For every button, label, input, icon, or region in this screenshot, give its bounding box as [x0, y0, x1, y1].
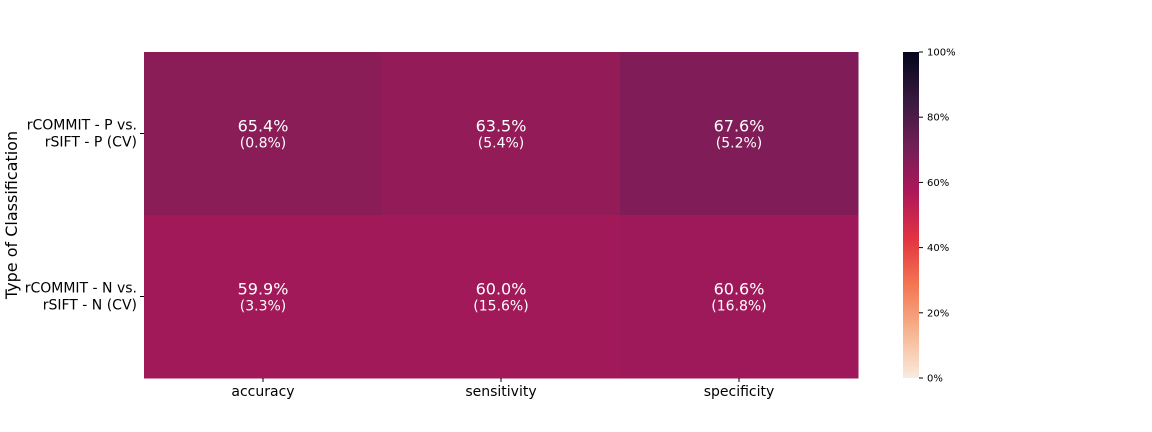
heatmap-cell — [382, 52, 621, 216]
colorbar-tick-label: 60% — [927, 178, 949, 189]
cell-value-label: 60.0% — [476, 280, 527, 299]
colorbar-tick-label: 100% — [927, 48, 956, 59]
cell-value-label: 65.4% — [238, 117, 289, 136]
cell-value-label: 60.6% — [714, 280, 765, 299]
colorbar-tick-label: 40% — [927, 243, 949, 254]
heatmap-cell — [620, 215, 859, 379]
y-axis-title: Type of Classification — [2, 131, 21, 300]
cell-value-label: 59.9% — [238, 280, 289, 299]
heatmap-cell — [144, 52, 383, 216]
x-tick-label: sensitivity — [465, 384, 536, 400]
y-tick-label: rCOMMIT - P vs. rSIFT - P (CV) — [27, 118, 137, 151]
cell-sd-label: (3.3%) — [240, 299, 287, 315]
heatmap-cell — [144, 215, 383, 379]
cell-sd-label: (5.2%) — [716, 136, 763, 152]
colorbar-tick-label: 0% — [927, 374, 943, 385]
cell-sd-label: (0.8%) — [240, 136, 287, 152]
x-tick-label: accuracy — [231, 384, 294, 400]
heatmap-cell — [620, 52, 859, 216]
cell-value-label: 63.5% — [476, 117, 527, 136]
colorbar — [903, 52, 919, 378]
heatmap-cell — [382, 215, 621, 379]
cell-sd-label: (16.8%) — [711, 299, 766, 315]
cell-sd-label: (15.6%) — [473, 299, 528, 315]
cell-sd-label: (5.4%) — [478, 136, 525, 152]
cell-value-label: 67.6% — [714, 117, 765, 136]
colorbar-tick-label: 80% — [927, 113, 949, 124]
y-tick-label: rCOMMIT - N vs. rSIFT - N (CV) — [25, 281, 137, 314]
x-tick-label: specificity — [704, 384, 775, 400]
colorbar-tick-label: 20% — [927, 308, 949, 319]
